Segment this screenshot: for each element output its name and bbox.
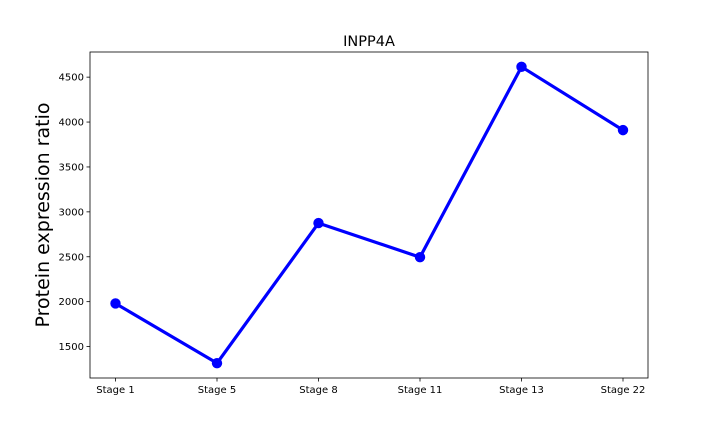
x-tick-label: Stage 8 (299, 385, 337, 396)
chart-title: INPP4A (343, 34, 395, 50)
data-point (211, 357, 223, 369)
y-axis-ticks: 1500 2000 2500 3000 3500 4000 4500 (59, 73, 90, 353)
y-axis-label: Protein expression ratio (32, 103, 54, 328)
y-tick-label: 2000 (59, 297, 84, 308)
x-tick-label: Stage 22 (601, 385, 646, 396)
y-tick-label: 3500 (59, 162, 84, 173)
x-tick-label: Stage 13 (499, 385, 544, 396)
data-point (313, 217, 324, 229)
y-tick-label: 4000 (59, 118, 84, 129)
data-point (110, 298, 121, 309)
x-tick-label: Stage 5 (198, 385, 236, 396)
data-point (414, 252, 426, 263)
y-tick-label: 3000 (59, 207, 84, 218)
y-tick-label: 4500 (59, 73, 84, 84)
x-tick-label: Stage 1 (96, 385, 134, 396)
plot-area (90, 52, 648, 378)
x-tick-label: Stage 11 (398, 385, 443, 396)
y-tick-label: 1500 (59, 342, 84, 353)
x-axis-ticks: Stage 1 Stage 5 Stage 8 Stage 11 Stage 13 Sta… (96, 378, 645, 396)
y-tick-label: 2500 (59, 252, 84, 263)
series-line (113, 65, 625, 365)
data-point (617, 124, 629, 136)
data-point (516, 61, 527, 73)
series-group (110, 61, 629, 369)
plot-frame (89, 51, 649, 379)
